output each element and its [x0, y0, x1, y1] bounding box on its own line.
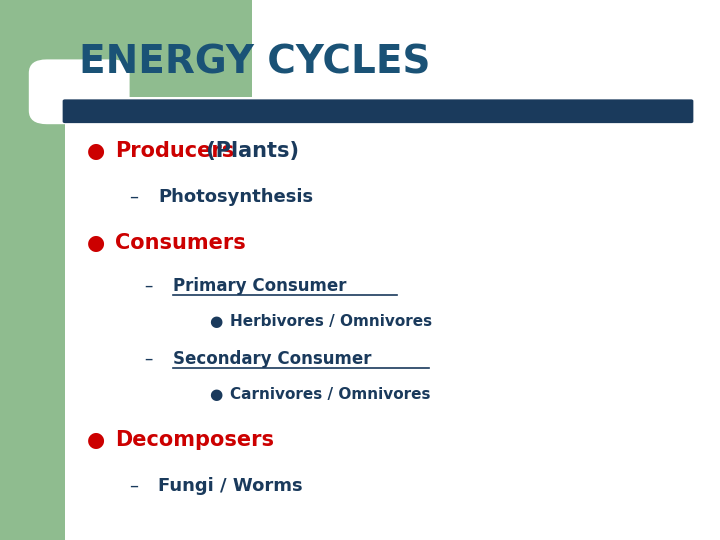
Text: Fungi / Worms: Fungi / Worms [158, 477, 303, 495]
Text: Primary Consumer: Primary Consumer [173, 277, 346, 295]
Text: Consumers: Consumers [115, 233, 246, 253]
Text: –: – [130, 477, 138, 495]
Text: Producers: Producers [115, 141, 235, 161]
FancyBboxPatch shape [63, 99, 693, 123]
Text: Herbivores / Omnivores: Herbivores / Omnivores [230, 314, 433, 329]
Text: ●: ● [86, 430, 104, 450]
Text: (Plants): (Plants) [199, 141, 300, 161]
Text: ●: ● [209, 314, 222, 329]
Text: Carnivores / Omnivores: Carnivores / Omnivores [230, 387, 431, 402]
Text: –: – [130, 188, 138, 206]
Text: Secondary Consumer: Secondary Consumer [173, 350, 372, 368]
Text: ENERGY CYCLES: ENERGY CYCLES [79, 43, 431, 81]
Text: –: – [144, 350, 153, 368]
Text: ●: ● [86, 141, 104, 161]
FancyBboxPatch shape [65, 0, 252, 97]
Text: ●: ● [209, 387, 222, 402]
Text: Photosynthesis: Photosynthesis [158, 188, 313, 206]
Text: Decomposers: Decomposers [115, 430, 274, 450]
Text: –: – [144, 277, 153, 295]
Text: ●: ● [86, 233, 104, 253]
FancyBboxPatch shape [0, 0, 65, 540]
FancyBboxPatch shape [29, 59, 130, 124]
